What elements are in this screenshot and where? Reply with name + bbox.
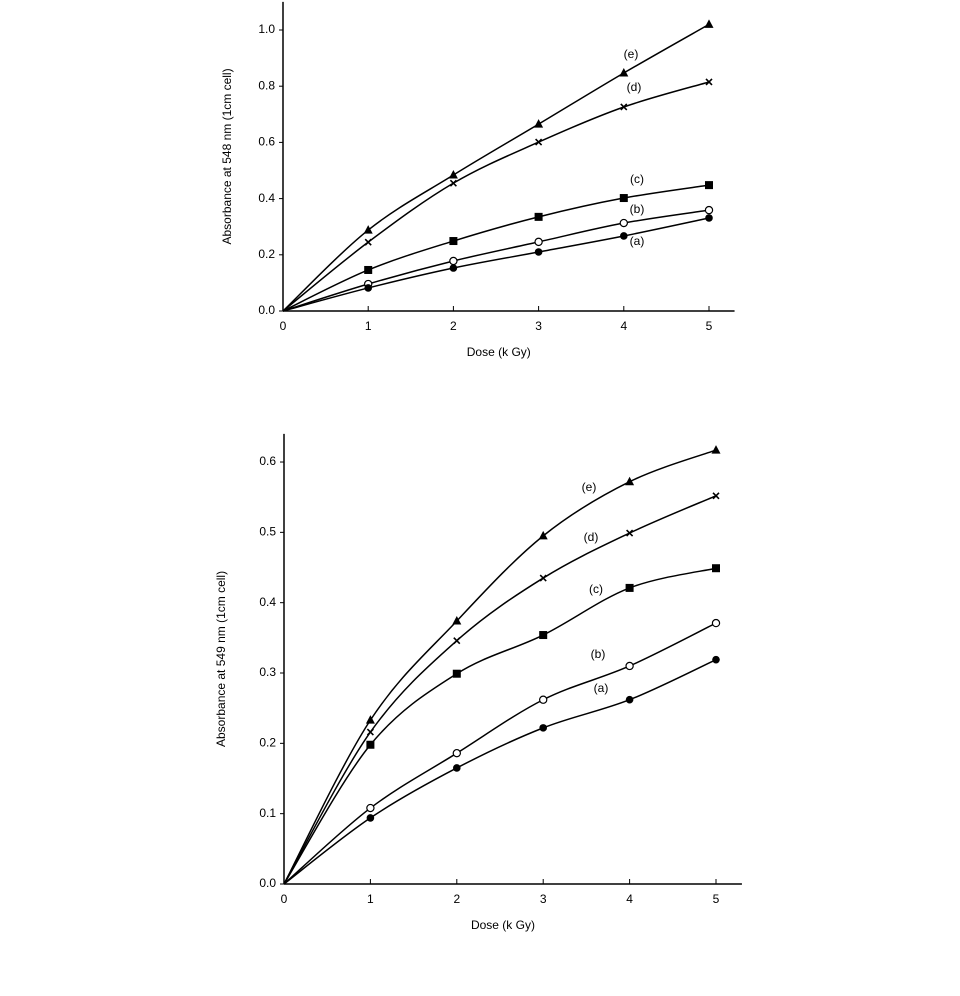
curve xyxy=(282,23,710,312)
curve xyxy=(282,184,710,312)
x-tick-label: 2 xyxy=(450,319,457,333)
curve-label: (b) xyxy=(591,647,606,661)
marker-circle xyxy=(453,764,461,772)
curve-label: (c) xyxy=(630,172,644,186)
y-tick-label: 0.8 xyxy=(258,78,275,92)
y-tick-label: 0.0 xyxy=(259,876,276,890)
curve xyxy=(282,209,710,312)
marker-circle xyxy=(364,284,373,292)
marker-triangle xyxy=(534,119,544,128)
x-axis-title: Dose (k Gy) xyxy=(471,918,535,932)
x-tick-label: 3 xyxy=(540,892,547,906)
curve-label: (b) xyxy=(630,202,645,216)
x-tick-label: 2 xyxy=(453,892,460,906)
x-tick-label: 1 xyxy=(365,319,372,333)
curve xyxy=(283,622,717,885)
y-axis-title: Absorbance at 549 nm (1cm cell) xyxy=(214,571,228,747)
marker-circle xyxy=(539,724,547,732)
marker-x xyxy=(366,728,374,736)
x-axis-title: Dose (k Gy) xyxy=(467,345,531,359)
y-tick-label: 0.6 xyxy=(259,454,276,468)
y-tick-label: 1.0 xyxy=(258,22,275,36)
marker-x xyxy=(705,78,713,86)
curve xyxy=(282,217,710,312)
marker-circle xyxy=(712,655,720,664)
y-tick-label: 0.6 xyxy=(258,135,275,149)
x-tick-label: 0 xyxy=(281,892,288,906)
marker-square xyxy=(534,212,543,221)
marker-x xyxy=(364,238,372,246)
marker-circle-open xyxy=(619,218,629,228)
marker-x xyxy=(620,103,628,111)
curve-label: (d) xyxy=(584,530,599,544)
marker-circle xyxy=(620,232,628,240)
y-tick-label: 0.4 xyxy=(258,191,275,205)
marker-triangle xyxy=(363,225,373,234)
marker-square xyxy=(452,669,461,678)
x-tick-label: 5 xyxy=(713,892,720,906)
marker-circle-open xyxy=(539,695,548,704)
curve xyxy=(283,658,717,885)
curve-label: (a) xyxy=(594,681,609,695)
x-tick-label: 0 xyxy=(280,319,287,333)
marker-triangle xyxy=(704,19,714,28)
marker-circle-open xyxy=(449,256,458,266)
marker-triangle xyxy=(448,169,458,179)
marker-triangle xyxy=(538,530,548,540)
marker-circle-open xyxy=(534,237,543,247)
marker-circle xyxy=(366,814,375,822)
marker-x xyxy=(539,574,547,582)
marker-triangle xyxy=(365,715,375,724)
marker-circle xyxy=(625,695,634,704)
marker-square xyxy=(705,181,713,190)
marker-circle-open xyxy=(366,803,375,813)
curve-label: (c) xyxy=(589,582,603,596)
marker-square xyxy=(712,564,720,573)
curve-label: (d) xyxy=(627,80,642,94)
y-tick-label: 0.5 xyxy=(259,525,276,539)
x-tick-label: 3 xyxy=(535,319,542,333)
marker-square xyxy=(366,740,375,749)
y-tick-label: 0.1 xyxy=(259,806,276,820)
marker-circle xyxy=(534,248,543,256)
marker-triangle xyxy=(619,67,629,77)
curve-label: (e) xyxy=(624,47,639,61)
curve-label: (a) xyxy=(630,234,645,248)
marker-circle-open xyxy=(625,661,634,671)
y-tick-label: 0.4 xyxy=(259,595,276,609)
marker-circle xyxy=(705,214,713,222)
x-tick-label: 4 xyxy=(620,319,627,333)
marker-square xyxy=(364,265,373,274)
marker-triangle xyxy=(711,445,721,454)
marker-square xyxy=(619,194,628,203)
marker-x xyxy=(712,492,720,500)
x-tick-label: 4 xyxy=(626,892,633,906)
marker-circle-open xyxy=(452,748,461,758)
x-tick-label: 5 xyxy=(706,319,713,333)
marker-square xyxy=(449,237,458,246)
marker-x xyxy=(626,529,634,537)
y-tick-label: 0.0 xyxy=(258,303,275,317)
y-tick-label: 0.3 xyxy=(259,665,276,679)
marker-x xyxy=(453,637,461,645)
marker-circle-open xyxy=(711,618,721,628)
marker-square xyxy=(625,583,634,592)
marker-square xyxy=(539,631,548,640)
curve xyxy=(282,81,710,312)
y-axis-title: Absorbance at 548 nm (1cm cell) xyxy=(220,68,234,244)
y-tick-label: 0.2 xyxy=(259,736,276,750)
marker-x xyxy=(449,179,457,187)
curve-label: (e) xyxy=(582,480,597,494)
x-tick-label: 1 xyxy=(367,892,374,906)
marker-triangle xyxy=(452,615,462,625)
marker-circle-open xyxy=(704,205,714,215)
marker-triangle xyxy=(625,476,635,486)
y-tick-label: 0.2 xyxy=(258,247,275,261)
marker-circle xyxy=(449,264,458,272)
marker-x xyxy=(535,138,543,146)
curve xyxy=(283,449,717,885)
